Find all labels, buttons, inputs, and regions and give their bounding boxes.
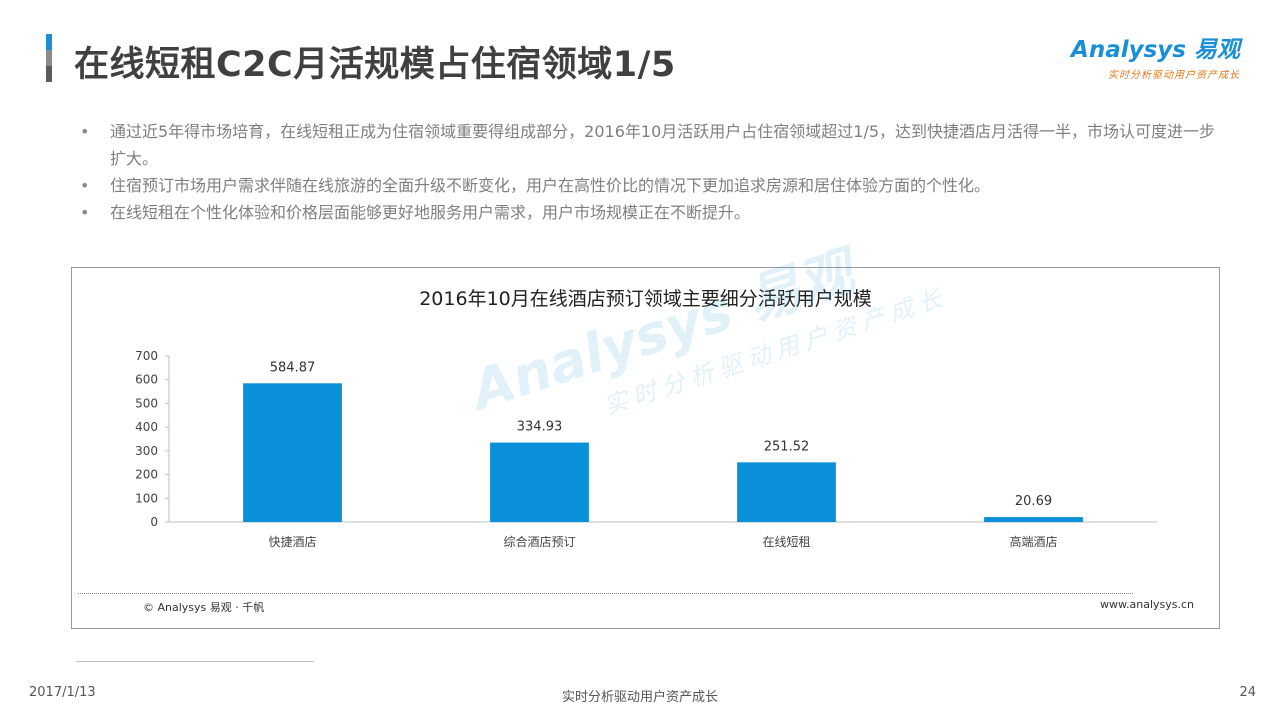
chart-source-url: www.analysys.cn <box>1100 598 1194 611</box>
data-label: 584.87 <box>270 360 316 375</box>
footer-date: 2017/1/13 <box>29 685 96 700</box>
bullet-list: 通过近5年得市场培育，在线短租正成为住宿领域重要得组成部分，2016年10月活跃… <box>80 118 1220 226</box>
y-tick-label: 400 <box>135 420 158 434</box>
x-tick-label: 快捷酒店 <box>268 535 316 549</box>
page-number: 24 <box>1239 685 1256 700</box>
chart-frame: 2016年10月在线酒店预订领域主要细分活跃用户规模 <box>71 267 1220 629</box>
data-label: 20.69 <box>1015 494 1052 509</box>
logo-slogan: 实时分析驱动用户资产成长 <box>1108 70 1240 81</box>
y-tick-label: 300 <box>135 444 158 458</box>
bullet-item: 在线短租在个性化体验和价格层面能够更好地服务用户需求，用户市场规模正在不断提升。 <box>80 199 1220 226</box>
x-tick-label: 在线短租 <box>762 535 810 549</box>
page-title: 在线短租C2C月活规模占住宿领域1/5 <box>74 45 676 85</box>
y-tick-label: 500 <box>135 396 158 410</box>
bullet-item: 通过近5年得市场培育，在线短租正成为住宿领域重要得组成部分，2016年10月活跃… <box>80 118 1220 172</box>
bar <box>490 442 589 522</box>
x-tick-label: 综合酒店预订 <box>503 534 575 549</box>
data-label: 251.52 <box>764 439 810 454</box>
data-label: 334.93 <box>517 420 563 435</box>
bar <box>737 462 836 522</box>
y-tick-label: 600 <box>135 373 158 387</box>
y-tick-label: 100 <box>135 491 158 505</box>
y-tick-label: 200 <box>135 468 158 482</box>
y-tick-label: 700 <box>135 349 158 363</box>
bar <box>243 383 342 522</box>
chart-copyright: © Analysys 易观 · 千帆 <box>143 601 265 614</box>
bar <box>984 517 1083 522</box>
y-tick-label: 0 <box>150 515 158 529</box>
footnote-divider <box>76 661 314 662</box>
logo-wordmark: Analysys 易观 <box>1071 37 1240 63</box>
title-accent-bar <box>46 34 52 82</box>
footer-slogan: 实时分析驱动用户资产成长 <box>561 690 718 705</box>
analysys-logo: Analysys 易观 实时分析驱动用户资产成长 <box>1071 30 1240 81</box>
bullet-item: 住宿预订市场用户需求伴随在线旅游的全面升级不断变化，用户在高性价比的情况下更加追… <box>80 172 1220 199</box>
chart-footer-divider <box>78 593 1133 594</box>
chart-title: 2016年10月在线酒店预订领域主要细分活跃用户规模 <box>419 288 872 310</box>
x-tick-label: 高端酒店 <box>1009 534 1057 549</box>
